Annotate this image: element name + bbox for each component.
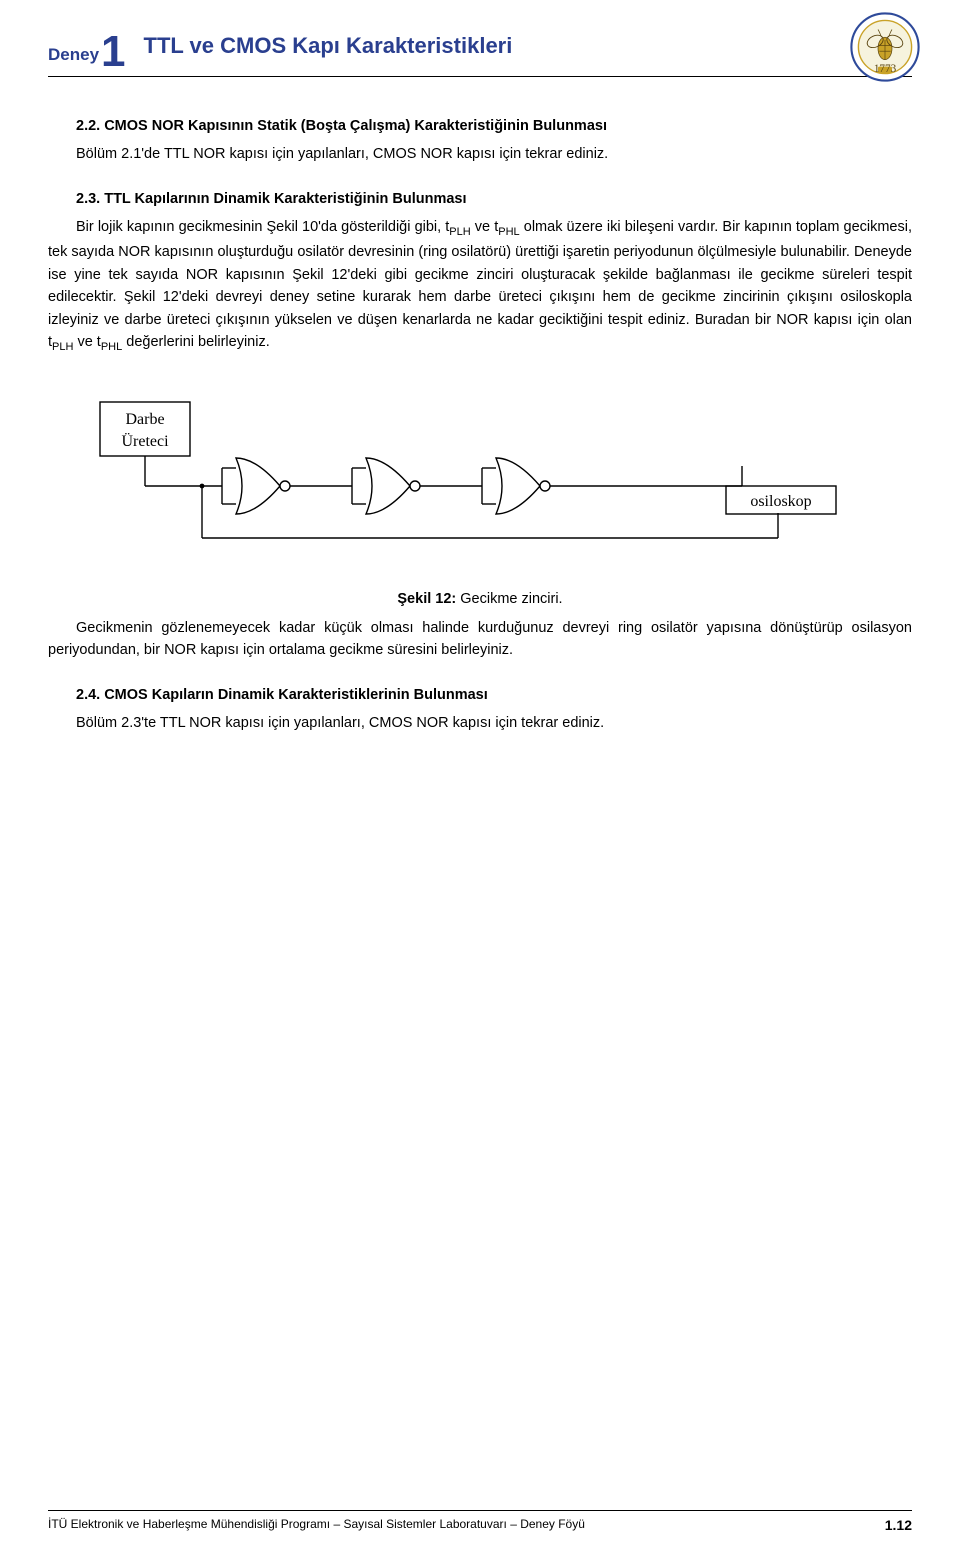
p23-a: Bir lojik kapının gecikmesinin Şekil 10'… [76,219,449,235]
p23-d: ve t [73,334,100,350]
page-title: TTL ve CMOS Kapı Karakteristikleri [144,33,513,59]
figure-12-caption-bold: Şekil 12: [397,591,456,607]
p23-b: ve t [471,219,499,235]
section-2.3-title: 2.3. TTL Kapılarının Dinamik Karakterist… [48,188,912,210]
section-2.2-title: 2.2. CMOS NOR Kapısının Statik (Boşta Ça… [48,115,912,137]
page-number: 1.12 [885,1517,912,1533]
experiment-number-block: Deney 1 [48,24,144,68]
darbe-label-2: Üreteci [121,432,169,450]
svg-text:1773: 1773 [874,63,897,75]
page-header: Deney 1 TTL ve CMOS Kapı Karakteristikle… [48,24,912,77]
p23-sub-phl-2: PHL [101,341,122,353]
experiment-label: Deney [48,45,99,65]
section-2.2-body: Bölüm 2.1'de TTL NOR kapısı için yapılan… [48,143,912,165]
p23-sub-plh-2: PLH [52,341,73,353]
p23-sub-phl-1: PHL [498,226,519,238]
p23-e: değerlerini belirleyiniz. [122,334,270,350]
figure-12-caption-text: Gecikme zinciri. [456,591,562,607]
content-body: 2.2. CMOS NOR Kapısının Statik (Boşta Ça… [48,115,912,735]
section-2.4-body: Bölüm 2.3'te TTL NOR kapısı için yapılan… [48,712,912,734]
section-2.3-after: Gecikmenin gözlenemeyecek kadar küçük ol… [48,617,912,662]
figure-12-diagram: Darbe Üreteci [48,398,912,558]
footer-text: İTÜ Elektronik ve Haberleşme Mühendisliğ… [48,1517,585,1533]
osiloskop-label: osiloskop [750,493,811,510]
page-footer: İTÜ Elektronik ve Haberleşme Mühendisliğ… [48,1510,912,1533]
p23-sub-plh-1: PLH [449,226,470,238]
university-logo: 1773 [850,12,920,87]
section-2.3-body: Bir lojik kapının gecikmesinin Şekil 10'… [48,216,912,356]
darbe-label-1: Darbe [125,411,164,428]
p23-c: olmak üzere iki bileşeni vardır. Bir kap… [48,219,912,350]
figure-12-caption: Şekil 12: Gecikme zinciri. [48,588,912,610]
experiment-number: 1 [101,30,125,74]
section-2.4-title: 2.4. CMOS Kapıların Dinamik Karakteristi… [48,684,912,706]
